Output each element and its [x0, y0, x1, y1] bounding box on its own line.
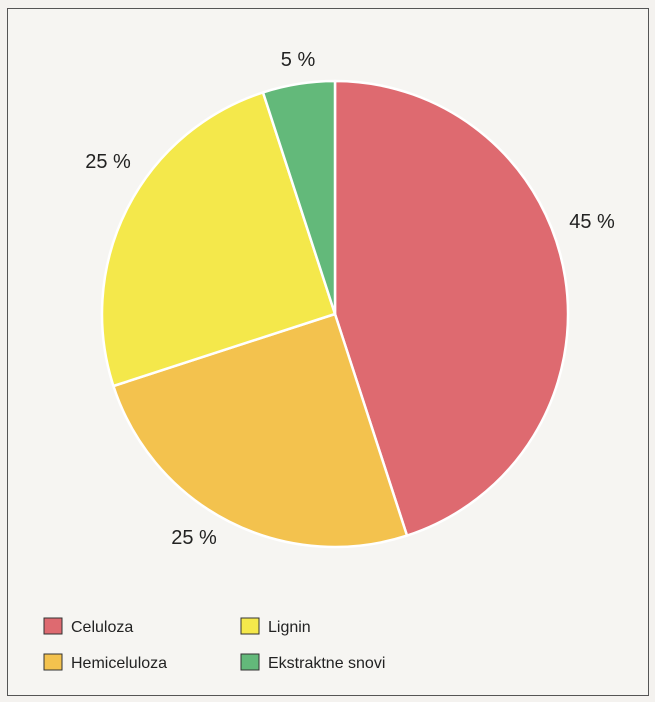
legend-swatch-lignin — [240, 617, 260, 635]
data-label-celuloza: 45 % — [569, 211, 615, 233]
legend-label-hemiceluloza: Hemiceluloza — [71, 655, 167, 672]
data-label-lignin: 25 % — [85, 151, 131, 173]
legend-label-lignin: Lignin — [268, 619, 311, 636]
pie-slice-celuloza — [333, 79, 570, 537]
pie-slice-lignin — [100, 91, 337, 388]
legend-swatch-celuloza — [43, 617, 63, 635]
legend-swatch-ekstraktne-snovi — [240, 653, 260, 671]
pie-slice-ekstraktne-snovi — [261, 79, 337, 316]
legend-swatch-hemiceluloza — [43, 653, 63, 671]
data-label-hemiceluloza: 25 % — [171, 527, 217, 549]
legend-label-ekstraktne-snovi: Ekstraktne snovi — [268, 655, 385, 672]
legend-label-celuloza: Celuloza — [71, 619, 133, 636]
data-label-ekstraktne-snovi: 5 % — [281, 49, 316, 71]
pie-slice-hemiceluloza — [112, 312, 409, 549]
